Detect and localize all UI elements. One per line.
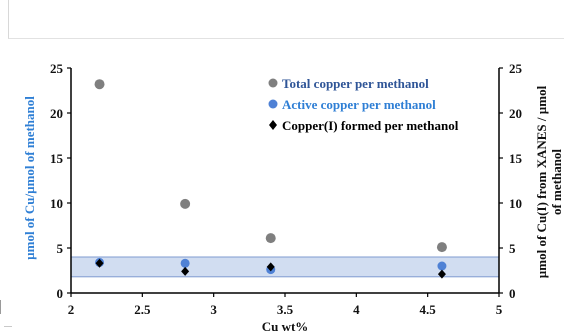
left-y-tick-label: 15: [50, 151, 64, 166]
data-points-layer: [94, 79, 447, 279]
bottom-edge-fragment: [4, 326, 12, 335]
x-tick-label: 2: [68, 302, 75, 317]
data-point-series-2: [266, 262, 275, 272]
legend-marker-total-copper: [268, 78, 278, 88]
data-point-series-2: [437, 269, 446, 279]
data-point-series-2: [95, 258, 104, 268]
right-y-tick-label: 10: [509, 196, 522, 211]
x-tick-label: 2.5: [134, 302, 151, 317]
right-y-axis-label-line1: µmol of Cu(I) from XANES / µmol: [534, 85, 549, 278]
right-y-tick-label: 0: [509, 286, 516, 301]
data-point-series-1: [437, 261, 447, 271]
right-y-tick-label: 25: [509, 61, 523, 76]
left-y-tick-label: 20: [50, 106, 63, 121]
left-y-tick-label: 10: [50, 196, 63, 211]
x-tick-label: 4.5: [420, 302, 437, 317]
left-y-axis-label: µmol of Cu/µmol of methanol: [22, 96, 37, 260]
right-y-axis-label-line2: of methanol: [549, 149, 564, 215]
right-y-tick-label: 5: [509, 241, 516, 256]
legend-label-active-copper: Active copper per methanol: [282, 97, 436, 112]
top-blank-panel: [8, 0, 564, 39]
data-point-series-2: [181, 266, 190, 276]
highlight-band: [70, 256, 500, 278]
left-y-tick-label: 25: [50, 61, 64, 76]
x-tick-label: 5: [496, 302, 503, 317]
data-point-series-1: [180, 258, 190, 268]
data-point-series-0: [436, 242, 447, 253]
right-y-tick-label: 15: [509, 151, 523, 166]
left-edge-fragment: [0, 300, 5, 314]
axes-layer: [67, 67, 503, 297]
x-tick-label: 3.5: [277, 302, 294, 317]
data-point-series-0: [265, 233, 276, 244]
legend-label-total-copper: Total copper per methanol: [282, 76, 429, 91]
legend-marker-copper-i: [269, 120, 277, 130]
data-point-series-0: [94, 79, 105, 90]
legend-label-copper-i: Copper(I) formed per methanol: [282, 118, 459, 133]
left-y-tick-label: 0: [57, 286, 64, 301]
x-tick-label: 4: [353, 302, 360, 317]
x-axis-label: Cu wt%: [262, 319, 309, 334]
data-point-series-0: [180, 198, 191, 209]
highlight-band-layer: [70, 256, 500, 278]
legend-marker-active-copper: [268, 99, 278, 109]
x-tick-label: 3: [210, 302, 217, 317]
legend: Total copper per methanol Active copper …: [268, 76, 459, 133]
left-y-tick-label: 5: [57, 241, 64, 256]
right-y-tick-label: 20: [509, 106, 522, 121]
